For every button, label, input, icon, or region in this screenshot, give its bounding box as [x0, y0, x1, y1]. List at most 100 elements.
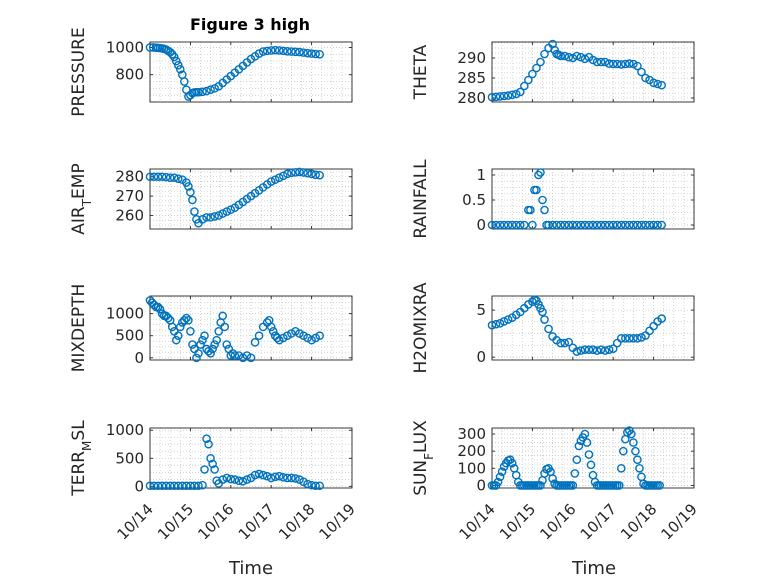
data-point — [657, 314, 666, 323]
data-point — [608, 220, 618, 230]
data-point — [165, 481, 175, 491]
y-tick-label: 260 — [115, 206, 144, 224]
y-tick-label: 500 — [115, 327, 144, 345]
data-point — [153, 172, 163, 182]
data-point — [604, 345, 614, 354]
data-point — [242, 475, 252, 484]
y-tick-label: 800 — [115, 66, 144, 84]
data-point — [588, 55, 598, 65]
data-point — [250, 338, 260, 347]
data-point — [192, 353, 201, 363]
data-point — [637, 220, 646, 230]
data-point — [499, 317, 509, 326]
data-point — [287, 47, 296, 56]
data-point — [491, 220, 501, 230]
y-axis-label-main: H2OMIXRA — [411, 282, 431, 373]
data-point — [538, 307, 547, 317]
data-point — [157, 481, 167, 491]
y-tick-label: 1000 — [106, 38, 144, 56]
data-point — [279, 46, 288, 56]
data-point — [568, 53, 578, 63]
data-point — [572, 220, 582, 230]
data-point — [226, 205, 236, 214]
data-point — [315, 331, 324, 341]
data-point — [653, 79, 662, 89]
data-point — [291, 167, 300, 177]
data-point — [200, 331, 209, 341]
data-point — [564, 52, 574, 62]
data-point — [303, 479, 312, 489]
data-point — [246, 353, 256, 363]
y-axis-label-subscript: T — [80, 198, 94, 207]
data-point — [311, 481, 320, 491]
data-point — [171, 56, 181, 66]
data-point — [274, 46, 284, 55]
data-point — [649, 220, 658, 230]
data-point — [283, 46, 292, 56]
x-tick-label: 10/19 — [316, 500, 359, 543]
data-point — [149, 172, 159, 182]
data-point — [487, 92, 497, 102]
data-point — [600, 346, 610, 355]
data-point — [186, 481, 195, 491]
data-point — [645, 220, 654, 230]
data-point — [315, 481, 324, 491]
data-point — [548, 474, 557, 483]
data-point — [633, 61, 642, 71]
data-point — [198, 335, 207, 345]
data-point — [499, 220, 509, 230]
data-point — [210, 465, 219, 474]
data-point — [180, 77, 189, 86]
data-point — [503, 91, 513, 100]
data-point — [584, 450, 594, 459]
data-point — [222, 473, 232, 483]
data-point — [544, 324, 553, 334]
y-tick-label: 270 — [115, 187, 144, 205]
x-tick-label: 10/15 — [496, 500, 539, 543]
data-point — [173, 481, 183, 491]
data-point — [204, 439, 213, 449]
y-axis-label: AIRTEMP — [69, 163, 94, 234]
data-point — [526, 205, 535, 215]
y-axis-label-main: RAINFALL — [411, 159, 431, 239]
data-point — [222, 340, 232, 349]
data-point — [182, 481, 191, 491]
data-point — [220, 322, 230, 332]
data-point — [208, 459, 217, 469]
y-tick-label: 0 — [134, 477, 144, 495]
data-point — [145, 172, 155, 182]
data-point — [548, 220, 557, 230]
data-point — [503, 315, 513, 324]
data-point — [175, 322, 185, 332]
y-tick-label: 500 — [115, 449, 144, 467]
data-point — [524, 75, 533, 85]
x-axis-label-right: Time — [571, 558, 616, 579]
data-point — [588, 220, 598, 230]
data-point — [534, 170, 543, 180]
data-point — [623, 427, 632, 437]
y-axis-label-main: THETA — [411, 44, 431, 100]
y-axis-label-tail: EMP — [69, 163, 89, 199]
data-point — [604, 220, 614, 230]
data-point — [592, 220, 602, 230]
data-point — [532, 63, 541, 73]
subplot-rainfall: 0 0.5 1 RAINFALL — [411, 159, 695, 239]
y-tick-label: 200 — [457, 442, 486, 460]
data-point — [287, 168, 296, 178]
data-point — [210, 84, 219, 93]
data-point — [584, 220, 594, 230]
data-point — [214, 327, 223, 336]
data-point — [295, 47, 304, 57]
data-point — [625, 220, 634, 230]
data-point — [564, 220, 574, 230]
data-point — [629, 438, 638, 447]
data-point — [576, 220, 586, 230]
data-point — [161, 481, 171, 491]
data-point — [307, 49, 316, 58]
data-point — [580, 54, 590, 64]
data-point — [270, 175, 280, 184]
data-point — [175, 64, 185, 74]
data-point — [272, 333, 282, 343]
x-tick-label: 10/17 — [577, 500, 620, 543]
